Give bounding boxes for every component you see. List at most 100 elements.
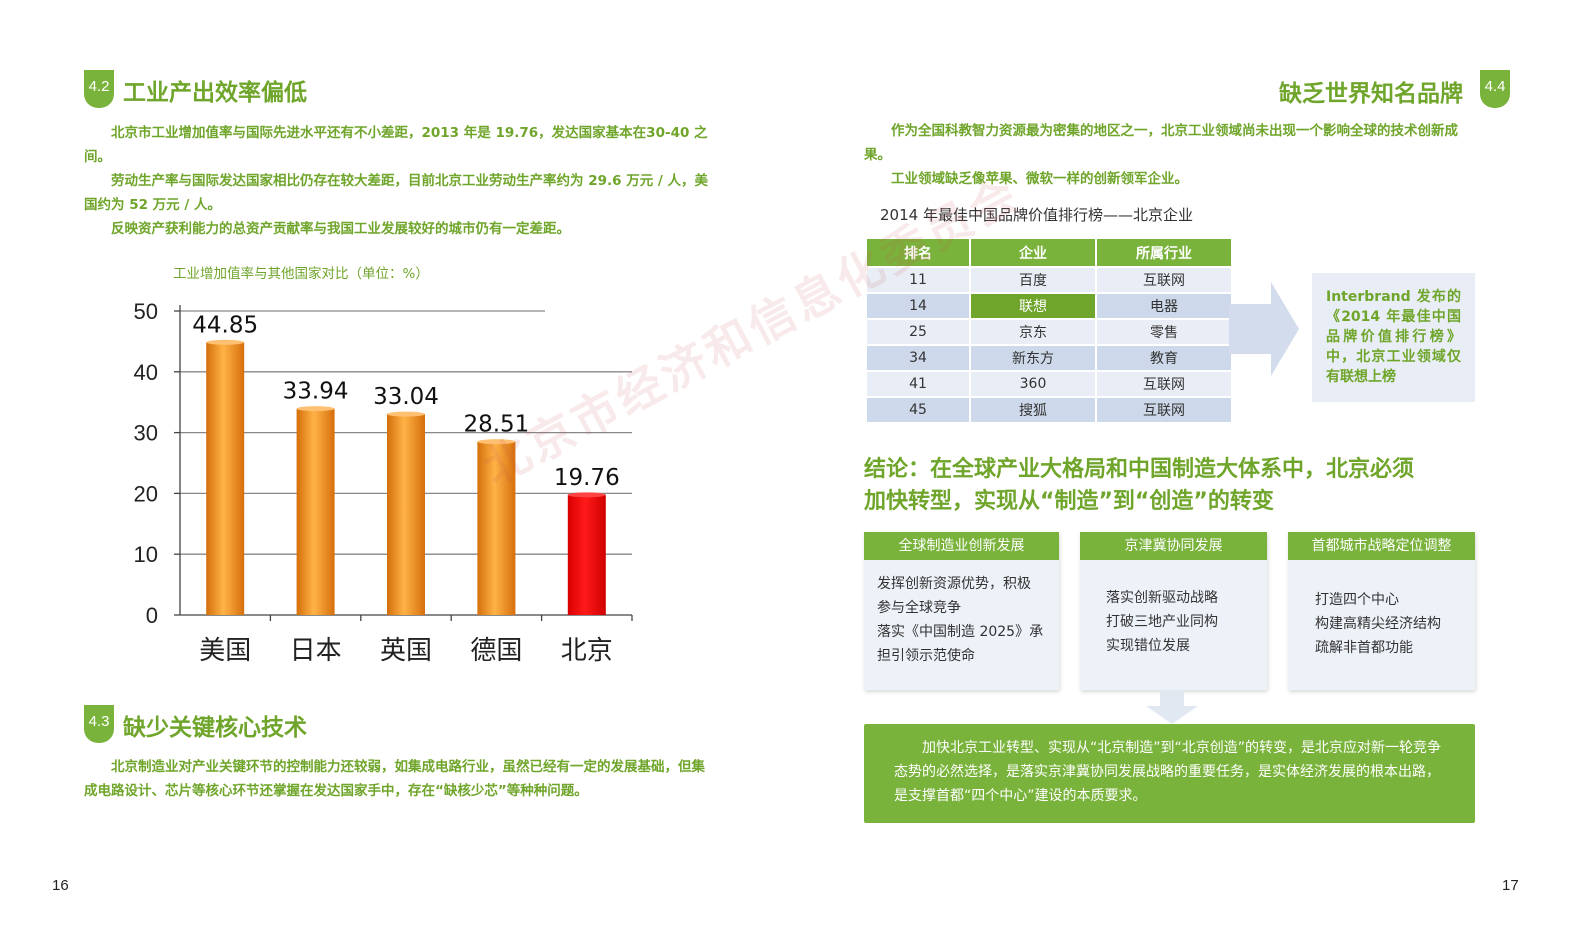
data-label: 28.51 (463, 412, 529, 438)
table-cell: 25 (865, 318, 971, 346)
table-cell: 教育 (1095, 344, 1233, 372)
strategy-line: 发挥创新资源优势，积极 (877, 576, 1031, 592)
strategy-line: 担引领示范使命 (877, 648, 975, 664)
data-label: 44.85 (192, 312, 258, 338)
table-cell: 互联网 (1095, 396, 1233, 424)
bar-cap (387, 411, 425, 417)
table-cell: 14 (865, 292, 971, 320)
section-body: 作为全国科教智力资源最为密集的地区之一，北京工业领域尚未出现一个影响全球的技术创… (864, 119, 1479, 191)
bar-chart: 0 10 20 30 40 50 44.85 33.94 33.04 28.51 19.76 美国… (134, 299, 633, 666)
x-tick-label: 英国 (380, 636, 432, 666)
table-cell: 360 (969, 370, 1097, 398)
strategy-line: 构建高精尖经济结构 (1315, 616, 1441, 632)
table-cell: 零售 (1095, 318, 1233, 346)
callout-box: Interbrand 发布的《2014 年最佳中国品牌价值排行榜》中，北京工业领… (1312, 273, 1475, 402)
table-cell: 京东 (969, 318, 1097, 346)
y-tick-label: 10 (134, 542, 158, 567)
data-label: 19.76 (554, 465, 620, 491)
section-title: 工业产出效率偏低 (123, 80, 307, 106)
strategy-box-body: 落实创新驱动战略 打破三地产业同构 实现错位发展 (1080, 560, 1267, 670)
strategy-line: 打破三地产业同构 (1106, 614, 1218, 630)
section-number-badge: 4.3 (84, 705, 114, 743)
table-row: 14 联想 电器 (865, 292, 1233, 320)
strategy-box: 全球制造业创新发展 发挥创新资源优势，积极 参与全球竞争 落实《中国制造 202… (864, 532, 1059, 690)
bar-cap (296, 406, 335, 412)
strategy-line: 参与全球竞争 (877, 600, 961, 616)
y-tick-label: 30 (134, 421, 158, 446)
strategy-line: 打造四个中心 (1315, 592, 1399, 608)
strategy-box: 京津冀协同发展 落实创新驱动战略 打破三地产业同构 实现错位发展 (1080, 532, 1267, 690)
table-cell: 电器 (1095, 292, 1233, 320)
bar-cap (477, 439, 516, 445)
bar (477, 441, 516, 615)
bar-cap (567, 492, 606, 498)
table-cell: 45 (865, 396, 971, 424)
y-tick-label: 20 (134, 481, 158, 506)
strategy-box-title: 首都城市战略定位调整 (1288, 532, 1475, 560)
conclusion-text: 加快北京工业转型、实现从“北京制造”到“北京创造”的转变，是北京应对新一轮竞争态… (894, 740, 1442, 804)
x-tick-label: 德国 (470, 636, 522, 666)
bar (567, 494, 606, 615)
paragraph: 反映资产获利能力的总资产贡献率与我国工业发展较好的城市仍有一定差距。 (111, 221, 570, 237)
conclusion-title: 结论：在全球产业大格局和中国制造大体系中，北京必须 加快转型，实现从“制造”到“… (864, 454, 1484, 518)
bar (206, 342, 245, 615)
right-arrow-icon (1229, 282, 1299, 376)
section-title: 缺少关键核心技术 (123, 715, 307, 741)
strategy-line: 实现错位发展 (1106, 638, 1190, 654)
paragraph: 作为全国科教智力资源最为密集的地区之一，北京工业领域尚未出现一个影响全球的技术创… (864, 123, 1458, 163)
bar-cap (206, 339, 245, 345)
table-row: 11 百度 互联网 (865, 266, 1233, 294)
table-title: 2014 年最佳中国品牌价值排行榜——北京企业 (880, 206, 1193, 224)
page-number: 17 (1502, 877, 1519, 894)
table-cell: 34 (865, 344, 971, 372)
section-number-badge: 4.2 (84, 70, 114, 108)
down-arrow-icon (1146, 690, 1198, 724)
section-body: 北京制造业对产业关键环节的控制能力还较弱，如集成电路行业，虽然已经有一定的发展基… (84, 755, 714, 803)
table-header-row: 排名 企业 所属行业 (865, 237, 1233, 268)
conclusion-box: 加快北京工业转型、实现从“北京制造”到“北京创造”的转变，是北京应对新一轮竞争态… (864, 724, 1475, 823)
table-cell: 互联网 (1095, 266, 1233, 294)
column-header: 企业 (969, 237, 1097, 268)
paragraph: 工业领域缺乏像苹果、微软一样的创新领军企业。 (891, 171, 1188, 187)
table-cell: 新东方 (969, 344, 1097, 372)
y-tick-label: 40 (134, 360, 158, 385)
paragraph: 北京市工业增加值率与国际先进水平还有不小差距，2013 年是 19.76，发达国… (84, 125, 708, 165)
data-label: 33.94 (283, 379, 349, 405)
strategy-line: 落实创新驱动战略 (1106, 590, 1218, 606)
bar (387, 414, 425, 615)
x-tick-label: 日本 (290, 636, 342, 666)
strategy-line: 疏解非首都功能 (1315, 640, 1413, 656)
table-cell: 41 (865, 370, 971, 398)
strategy-box: 首都城市战略定位调整 打造四个中心 构建高精尖经济结构 疏解非首都功能 (1288, 532, 1475, 690)
section-number: 4.4 (1484, 78, 1506, 95)
section-body: 北京市工业增加值率与国际先进水平还有不小差距，2013 年是 19.76，发达国… (84, 121, 714, 241)
strategy-box-body: 打造四个中心 构建高精尖经济结构 疏解非首都功能 (1288, 560, 1475, 672)
conclusion-title-line: 结论：在全球产业大格局和中国制造大体系中，北京必须 (864, 457, 1415, 482)
column-header: 所属行业 (1095, 237, 1233, 268)
section-number: 4.2 (88, 78, 110, 95)
table-cell: 互联网 (1095, 370, 1233, 398)
brand-ranking-table: 排名 企业 所属行业 11 百度 互联网 14 联想 电器 25 京东 零售 3… (865, 237, 1233, 424)
table-row: 34 新东方 教育 (865, 344, 1233, 372)
chart-caption: 工业增加值率与其他国家对比（单位：%） (173, 266, 429, 282)
x-tick-label: 北京 (561, 636, 613, 666)
table-row: 45 搜狐 互联网 (865, 396, 1233, 424)
section-title: 缺乏世界知名品牌 (1279, 81, 1463, 107)
table-cell: 11 (865, 266, 971, 294)
y-tick-label: 50 (134, 299, 158, 324)
section-number-badge: 4.4 (1480, 70, 1510, 108)
paragraph: 劳动生产率与国际发达国家相比仍存在较大差距，目前北京工业劳动生产率约为 29.6… (84, 173, 709, 213)
table-cell: 搜狐 (969, 396, 1097, 424)
strategy-box-body: 发挥创新资源优势，积极 参与全球竞争 落实《中国制造 2025》承 担引领示范使… (864, 560, 1059, 680)
x-tick-label: 美国 (199, 636, 251, 666)
table-cell-highlight: 联想 (969, 292, 1097, 320)
data-label: 33.04 (373, 384, 439, 410)
bar (296, 408, 335, 615)
conclusion-title-line: 加快转型，实现从“制造”到“创造”的转变 (864, 489, 1274, 514)
section-number: 4.3 (88, 713, 110, 730)
column-header: 排名 (865, 237, 971, 268)
strategy-line: 落实《中国制造 2025》承 (877, 624, 1044, 640)
strategy-box-title: 京津冀协同发展 (1080, 532, 1267, 560)
table-cell: 百度 (969, 266, 1097, 294)
page-number: 16 (52, 877, 69, 894)
